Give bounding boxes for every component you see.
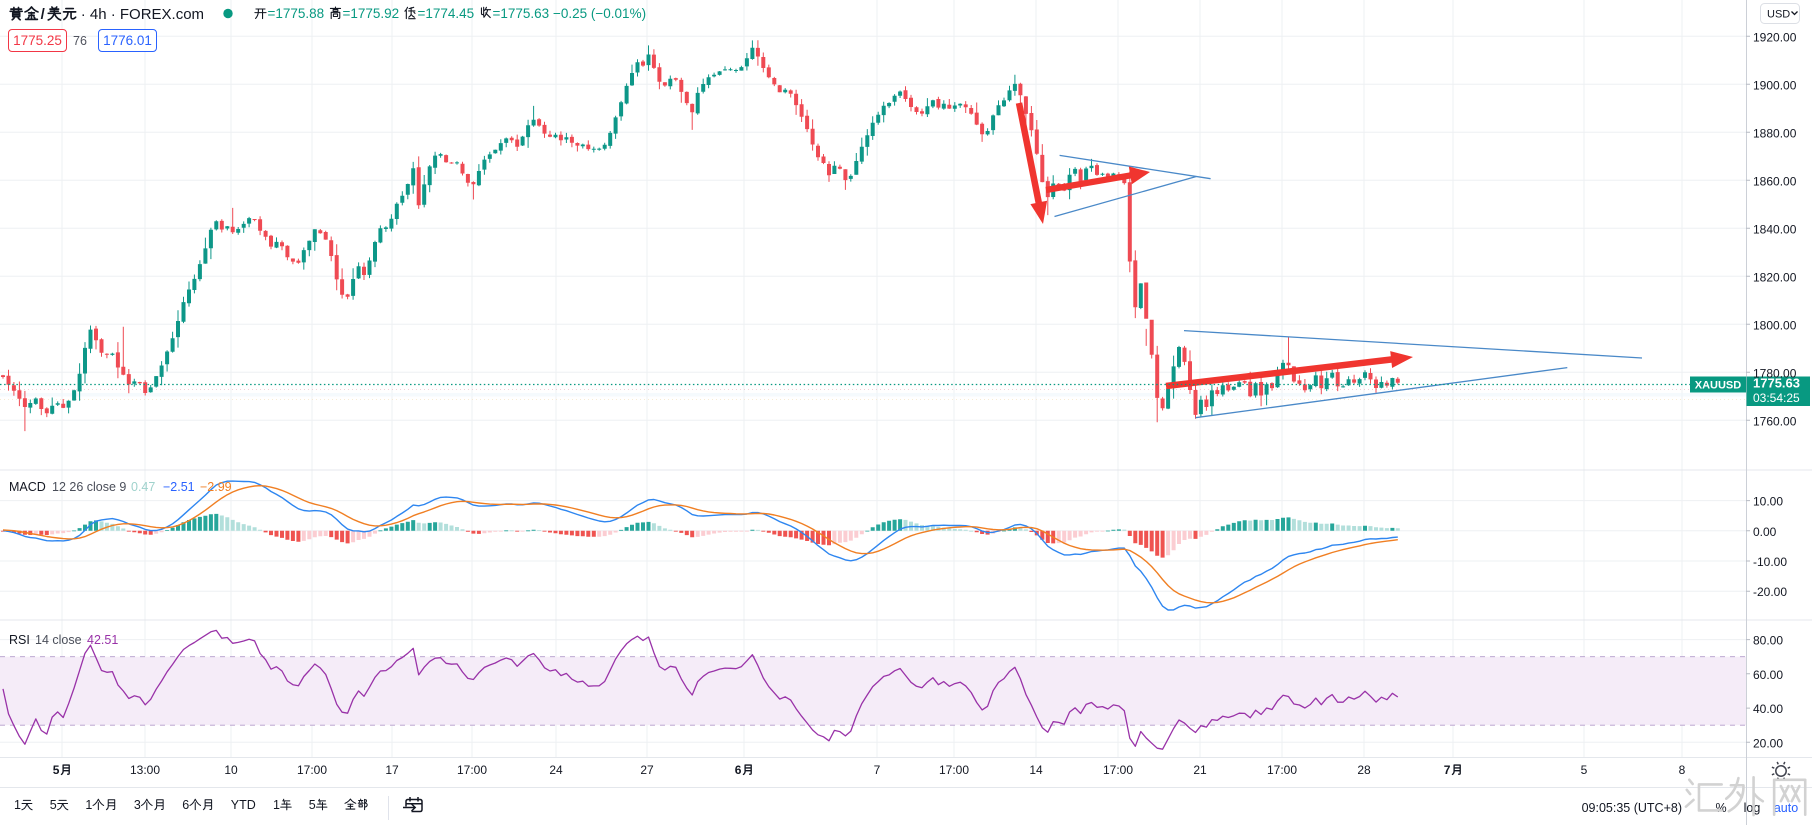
svg-text:1776.01: 1776.01	[103, 33, 152, 48]
svg-text:17:00: 17:00	[939, 763, 969, 777]
svg-text:MACD: MACD	[9, 480, 46, 494]
svg-text:27: 27	[640, 763, 654, 777]
svg-text:09:05:35 (UTC+8): 09:05:35 (UTC+8)	[1582, 801, 1682, 815]
svg-text:13:00: 13:00	[130, 763, 160, 777]
svg-text:0.47: 0.47	[131, 480, 155, 494]
svg-text:60.00: 60.00	[1753, 668, 1783, 682]
svg-text:5: 5	[309, 798, 316, 812]
svg-text:1: 1	[273, 798, 280, 812]
svg-text:USD: USD	[1767, 9, 1790, 21]
svg-text:1: 1	[14, 798, 21, 812]
svg-text:−2.99: −2.99	[200, 480, 232, 494]
svg-text:14 close: 14 close	[35, 633, 82, 647]
svg-text:40.00: 40.00	[1753, 702, 1783, 716]
svg-text:1840.00: 1840.00	[1753, 222, 1797, 236]
svg-text:6: 6	[735, 763, 742, 777]
svg-text:=1775.92: =1775.92	[343, 6, 400, 21]
svg-text:1920.00: 1920.00	[1753, 30, 1797, 44]
svg-text:5: 5	[1581, 763, 1588, 777]
svg-text:1760.00: 1760.00	[1753, 414, 1797, 428]
svg-text:0.00: 0.00	[1753, 525, 1777, 539]
svg-text:8: 8	[1679, 763, 1686, 777]
svg-text:24: 24	[549, 763, 563, 777]
svg-text:1775.63: 1775.63	[1753, 376, 1800, 391]
svg-text:3: 3	[134, 798, 141, 812]
svg-text:17:00: 17:00	[1267, 763, 1297, 777]
svg-text:10: 10	[224, 763, 238, 777]
svg-text:42.51: 42.51	[87, 633, 118, 647]
svg-text:-10.00: -10.00	[1753, 555, 1787, 569]
svg-text:17:00: 17:00	[1103, 763, 1133, 777]
svg-text:· 4h · FOREX.com: · 4h · FOREX.com	[81, 6, 204, 23]
svg-text:21: 21	[1193, 763, 1207, 777]
svg-text:YTD: YTD	[231, 798, 256, 812]
svg-text:17:00: 17:00	[297, 763, 327, 777]
svg-text:=1774.45: =1774.45	[418, 6, 475, 21]
svg-text:=1775.88: =1775.88	[268, 6, 325, 21]
svg-text:−2.51: −2.51	[163, 480, 195, 494]
svg-text:7: 7	[874, 763, 881, 777]
svg-text:7: 7	[1444, 763, 1451, 777]
svg-text:17: 17	[385, 763, 399, 777]
svg-text:−0.25 (−0.01%): −0.25 (−0.01%)	[553, 6, 646, 21]
svg-text:1880.00: 1880.00	[1753, 126, 1797, 140]
svg-text:80.00: 80.00	[1753, 634, 1783, 648]
svg-text:RSI: RSI	[9, 633, 30, 647]
svg-text:76: 76	[73, 34, 87, 48]
svg-text:1780.00: 1780.00	[1753, 366, 1797, 380]
svg-text:auto: auto	[1774, 801, 1798, 815]
svg-text:1900.00: 1900.00	[1753, 78, 1797, 92]
svg-text:1: 1	[85, 798, 92, 812]
svg-text:=1775.63: =1775.63	[493, 6, 550, 21]
svg-text:XAUUSD: XAUUSD	[1695, 380, 1742, 392]
svg-text:14: 14	[1029, 763, 1043, 777]
svg-text:28: 28	[1357, 763, 1371, 777]
svg-text:6: 6	[182, 798, 189, 812]
svg-text:5: 5	[50, 798, 57, 812]
svg-text:20.00: 20.00	[1753, 736, 1783, 750]
svg-text:%: %	[1715, 801, 1726, 815]
svg-text:1860.00: 1860.00	[1753, 174, 1797, 188]
svg-text:1800.00: 1800.00	[1753, 318, 1797, 332]
svg-text:12 26 close 9: 12 26 close 9	[52, 480, 126, 494]
svg-text:17:00: 17:00	[457, 763, 487, 777]
svg-text:10.00: 10.00	[1753, 495, 1783, 509]
svg-text:1820.00: 1820.00	[1753, 270, 1797, 284]
svg-text:log: log	[1744, 801, 1761, 815]
svg-text:-20.00: -20.00	[1753, 585, 1787, 599]
svg-text:5: 5	[53, 763, 60, 777]
svg-text:1775.25: 1775.25	[13, 33, 62, 48]
svg-text:/: /	[41, 6, 46, 23]
svg-text:03:54:25: 03:54:25	[1753, 391, 1800, 405]
